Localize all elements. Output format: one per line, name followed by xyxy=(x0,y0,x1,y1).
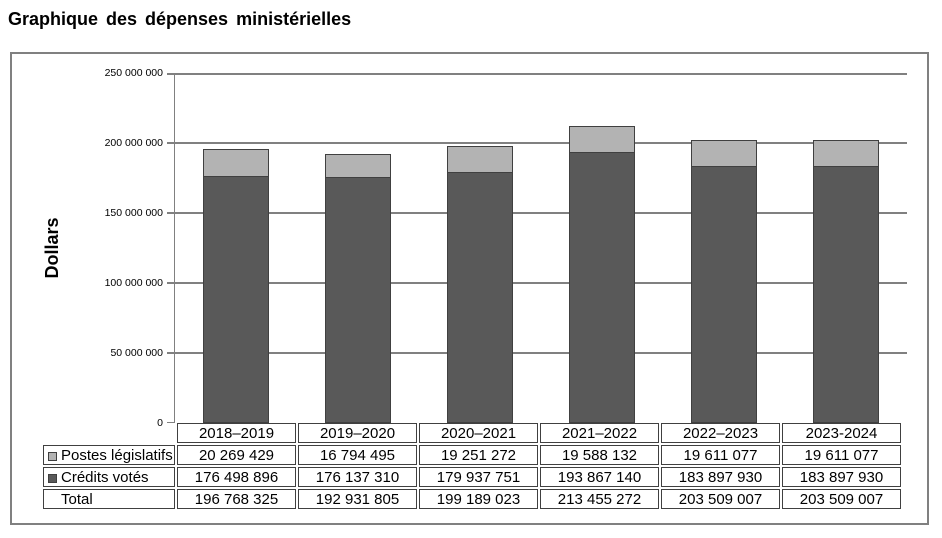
bar-segment-postes-legislatifs xyxy=(203,149,269,178)
value-cell: 183 897 930 xyxy=(782,467,901,487)
value-cell: 176 498 896 xyxy=(177,467,296,487)
y-axis-tick xyxy=(166,352,174,354)
table-row: Crédits votés 176 498 896 176 137 310 179 9… xyxy=(43,467,901,487)
bar-segment-credits-votes xyxy=(813,165,879,423)
value-cell: 179 937 751 xyxy=(419,467,538,487)
bar-segment-credits-votes xyxy=(203,175,269,423)
value-cell: 19 251 272 xyxy=(419,445,538,465)
y-tick-label: 50 000 000 xyxy=(110,347,163,359)
bar-segment-credits-votes xyxy=(569,151,635,423)
gridline xyxy=(175,212,907,214)
bar-segment-postes-legislatifs xyxy=(691,139,757,168)
value-cell: 20 269 429 xyxy=(177,445,296,465)
y-axis-tick xyxy=(166,73,174,75)
year-header-cell: 2019–2020 xyxy=(298,423,417,443)
bar-stack-2020-2021 xyxy=(447,73,513,423)
plot-area xyxy=(166,73,907,423)
year-header-cell: 2020–2021 xyxy=(419,423,538,443)
row-label-cell: Postes législatifs xyxy=(43,445,175,465)
legend-marker-credits-votes xyxy=(48,473,57,483)
gridline xyxy=(175,73,907,75)
value-cell: 19 611 077 xyxy=(782,445,901,465)
y-axis-title: Dollars xyxy=(42,217,62,279)
y-axis-tick xyxy=(166,212,174,214)
y-axis-line xyxy=(173,73,175,423)
data-table: 2018–2019 2019–2020 2020–2021 2021–2022 2022… xyxy=(41,421,903,511)
value-cell: 183 897 930 xyxy=(661,467,780,487)
bar-stack-2018-2019 xyxy=(203,73,269,423)
bar-stack-2019-2020 xyxy=(325,73,391,423)
value-cell: 199 189 023 xyxy=(419,489,538,509)
y-tick-label: 200 000 000 xyxy=(104,137,163,149)
row-label-cell: Crédits votés xyxy=(43,467,175,487)
gridline xyxy=(175,282,907,284)
value-cell: 203 509 007 xyxy=(782,489,901,509)
year-header-cell: 2022–2023 xyxy=(661,423,780,443)
value-cell: 19 588 132 xyxy=(540,445,659,465)
legend-marker-postes-legislatifs xyxy=(48,451,57,461)
row-label-cell: Total xyxy=(43,489,175,509)
y-tick-label: 150 000 000 xyxy=(104,207,163,219)
value-cell: 196 768 325 xyxy=(177,489,296,509)
bar-segment-postes-legislatifs xyxy=(447,145,513,173)
bar-segment-postes-legislatifs xyxy=(325,154,391,178)
bar-segment-credits-votes xyxy=(691,165,757,423)
year-header-cell: 2023-2024 xyxy=(782,423,901,443)
value-cell: 193 867 140 xyxy=(540,467,659,487)
y-axis-tick xyxy=(166,421,174,423)
table-corner-cell xyxy=(43,423,175,443)
year-header-cell: 2021–2022 xyxy=(540,423,659,443)
table-row: Postes législatifs 20 269 429 16 794 495 19… xyxy=(43,445,901,465)
y-axis-tick xyxy=(166,282,174,284)
value-cell: 19 611 077 xyxy=(661,445,780,465)
table-row: Total 196 768 325 192 931 805 199 189 023 21… xyxy=(43,489,901,509)
y-tick-label: 100 000 000 xyxy=(104,277,163,289)
year-header-cell: 2018–2019 xyxy=(177,423,296,443)
y-axis-tick xyxy=(166,142,174,144)
bar-stack-2022-2023 xyxy=(691,73,757,423)
value-cell: 213 455 272 xyxy=(540,489,659,509)
bar-stack-2021-2022 xyxy=(569,73,635,423)
bar-segment-credits-votes xyxy=(325,176,391,423)
bar-segment-postes-legislatifs xyxy=(569,125,635,154)
page-title: Graphique des dépenses ministérielles xyxy=(8,9,352,29)
table-header-row: 2018–2019 2019–2020 2020–2021 2021–2022 2022… xyxy=(43,423,901,443)
value-cell: 176 137 310 xyxy=(298,467,417,487)
value-cell: 16 794 495 xyxy=(298,445,417,465)
y-tick-label: 250 000 000 xyxy=(104,67,163,79)
y-tick-label: 0 xyxy=(157,417,163,429)
bar-stack-2023-2024 xyxy=(813,73,879,423)
gridline xyxy=(175,352,907,354)
gridline xyxy=(175,142,907,144)
bar-segment-credits-votes xyxy=(447,171,513,423)
value-cell: 203 509 007 xyxy=(661,489,780,509)
bar-segment-postes-legislatifs xyxy=(813,139,879,168)
value-cell: 192 931 805 xyxy=(298,489,417,509)
